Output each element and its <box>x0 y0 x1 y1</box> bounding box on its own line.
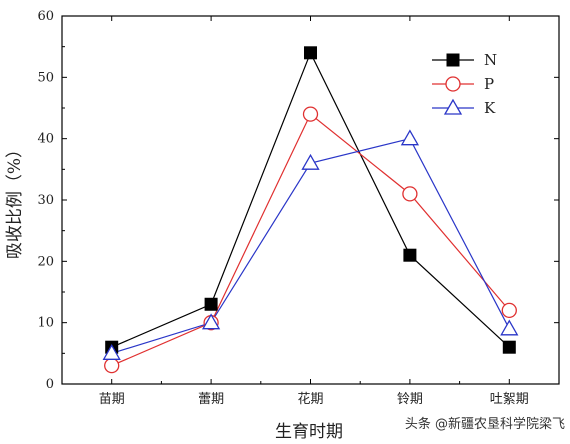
legend-label-p: P <box>484 75 494 93</box>
data-point-k <box>301 153 320 170</box>
x-axis-title: 生育时期 <box>275 422 343 442</box>
data-point-n <box>403 248 417 262</box>
data-point-k <box>500 319 519 336</box>
legend-marker-k <box>443 98 463 115</box>
series-layer <box>102 46 519 374</box>
legend-marker-n <box>446 53 460 67</box>
y-tick-label: 40 <box>37 132 54 147</box>
legend-label-n: N <box>484 51 497 69</box>
y-axis-title: 吸收比例（%） <box>5 141 25 259</box>
y-tick-label: 20 <box>37 254 54 269</box>
data-point-n <box>204 297 218 311</box>
y-tick-label: 50 <box>37 70 54 85</box>
series-line-n <box>111 51 510 348</box>
legend-marker-p <box>445 76 461 92</box>
y-axis: 0 10 20 30 40 50 60 <box>37 9 559 392</box>
plot-frame <box>61 15 560 385</box>
y-tick-label: 10 <box>37 316 54 331</box>
data-point-k <box>102 344 121 360</box>
data-point-k <box>400 129 420 146</box>
y-tick-label: 30 <box>37 193 54 208</box>
x-tick-label: 蕾期 <box>198 392 224 407</box>
data-point-n <box>304 46 317 60</box>
data-point-n <box>502 340 516 354</box>
x-tick-label: 苗期 <box>99 392 125 407</box>
x-tick-label: 花期 <box>297 391 323 407</box>
data-point-p <box>104 357 120 374</box>
legend: NPK <box>432 51 497 117</box>
series-line-p <box>111 113 510 367</box>
legend-label-k: K <box>484 99 496 117</box>
data-point-p <box>501 302 517 319</box>
y-tick-label: 60 <box>37 9 54 24</box>
x-tick-label: 铃期 <box>397 392 423 407</box>
data-point-p <box>302 106 319 122</box>
x-tick-label: 吐絮期 <box>490 391 529 407</box>
y-tick-label: 0 <box>46 377 54 392</box>
x-axis: 苗期 蕾期 花期 铃期 吐絮期 <box>99 16 529 407</box>
data-point-p <box>402 186 418 202</box>
data-point-k <box>201 313 221 330</box>
watermark: 头条 @新疆农垦科学院梁飞 <box>405 416 565 432</box>
